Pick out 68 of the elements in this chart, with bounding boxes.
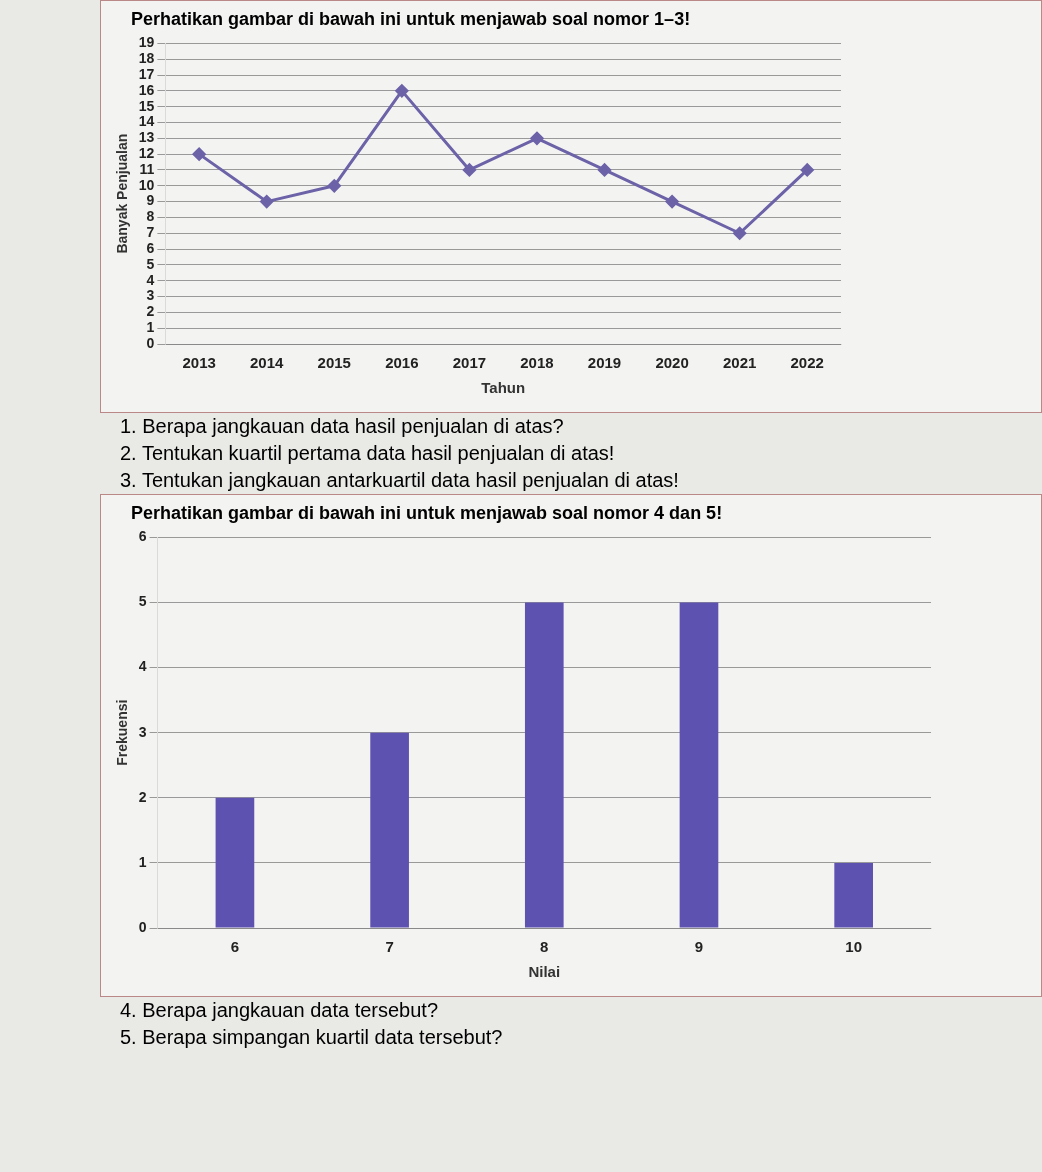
y-tick-label: 11 <box>139 160 155 177</box>
y-tick-label: 5 <box>138 593 147 610</box>
x-tick-label: 6 <box>230 938 240 956</box>
text: 4. Berapa jangkauan data tersebut? <box>119 998 440 1023</box>
x-tick-label: 2013 <box>182 354 216 372</box>
y-tick-label: 9 <box>146 192 155 209</box>
y-tick-label: 3 <box>146 287 155 304</box>
y-tick-label: 2 <box>146 303 155 320</box>
bar <box>834 862 873 928</box>
y-tick-label: 7 <box>146 224 155 241</box>
chart-title: Perhatikan gambar di bawah ini untuk menjawab soal nomor 1–3! <box>130 8 692 31</box>
y-tick-label: 10 <box>138 176 155 193</box>
y-tick-label: 8 <box>146 208 155 225</box>
x-tick-label: 10 <box>845 938 862 956</box>
x-tick-label: 2022 <box>790 354 824 372</box>
text: 3. Tentukan jangkauan antarkuartil data hasil penjualan di atas! <box>119 468 680 493</box>
y-tick-label: 16 <box>138 81 155 98</box>
x-axis-title: Nilai <box>528 963 561 981</box>
point <box>260 195 274 209</box>
y-tick-label: 1 <box>146 319 155 336</box>
bar <box>215 797 255 928</box>
y-tick-label: 0 <box>138 918 147 935</box>
point <box>530 131 544 145</box>
point <box>192 147 206 161</box>
x-tick-label: 7 <box>385 938 394 956</box>
x-axis-title: Tahun <box>481 379 526 397</box>
y-tick-label: 0 <box>146 334 155 351</box>
x-tick-label: 2016 <box>385 354 419 372</box>
point <box>665 195 679 209</box>
x-tick-label: 2021 <box>722 354 757 372</box>
y-tick-label: 3 <box>138 723 147 740</box>
point <box>598 163 612 177</box>
x-tick-label: 2018 <box>520 354 554 372</box>
y-tick-label: 15 <box>138 97 155 114</box>
y-tick-label: 5 <box>146 255 155 272</box>
y-tick-label: 12 <box>138 145 155 162</box>
y-tick-label: 2 <box>138 788 147 805</box>
bar <box>370 732 409 928</box>
x-tick-label: 9 <box>694 938 704 956</box>
x-tick-label: 2014 <box>250 354 285 372</box>
point <box>395 84 409 98</box>
y-tick-label: 17 <box>138 65 155 82</box>
point <box>327 179 341 193</box>
x-tick-label: 2020 <box>655 354 689 372</box>
y-tick-label: 19 <box>138 34 155 51</box>
bar <box>679 602 719 928</box>
text: 5. Berapa simpangan kuartil data tersebut? <box>119 1025 504 1050</box>
y-tick-label: 6 <box>146 239 155 256</box>
y-tick-label: 1 <box>138 853 147 870</box>
y-axis-title: Frekuensi <box>114 699 131 766</box>
y-tick-label: 14 <box>138 113 155 130</box>
x-tick-label: 2019 <box>587 354 622 372</box>
x-tick-label: 8 <box>540 938 549 956</box>
x-tick-label: 2017 <box>452 354 487 372</box>
y-tick-label: 6 <box>138 528 147 545</box>
point <box>800 163 814 177</box>
y-tick-label: 18 <box>138 50 155 67</box>
y-tick-label: 13 <box>138 129 155 146</box>
chart-title: Perhatikan gambar di bawah ini untuk menjawab soal nomor 4 dan 5! <box>130 502 724 525</box>
point <box>462 163 476 177</box>
bar <box>524 602 564 928</box>
point <box>733 226 747 240</box>
y-axis-title: Banyak Penjualan <box>114 133 131 254</box>
text: 2. Tentukan kuartil pertama data hasil penjualan di atas! <box>119 441 616 466</box>
y-tick-label: 4 <box>138 658 147 675</box>
text: 1. Berapa jangkauan data hasil penjualan di atas? <box>119 414 565 439</box>
y-tick-label: 4 <box>146 271 155 288</box>
x-tick-label: 2015 <box>317 354 351 372</box>
